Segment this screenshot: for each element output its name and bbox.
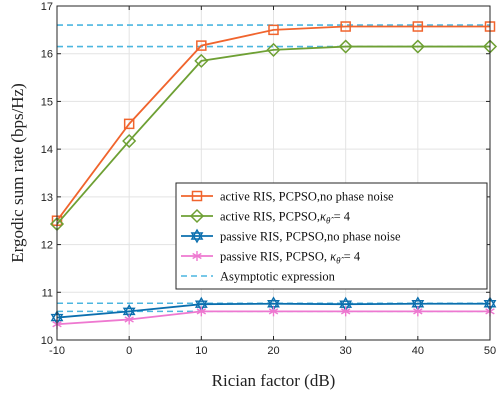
y-tick-label: 17 — [41, 1, 53, 13]
legend-label: active RIS, PCPSO,no phase noise — [220, 190, 394, 204]
data-point-square — [412, 21, 424, 32]
legend-entry: passive RIS, PCPSO, κθ̂ = 4 — [181, 250, 361, 266]
ticks: -10 0 10 20 30 40 50 10 11 12 13 14 15 16 17 — [41, 1, 496, 357]
y-tick-label: 15 — [41, 96, 53, 108]
series-line — [56, 302, 490, 319]
data-point-diamond — [338, 39, 353, 54]
y-tick-label: 13 — [41, 192, 53, 204]
legend-entry: active RIS, PCPSO,κθ̂ = 4 — [181, 208, 351, 226]
legend-label: passive RIS, PCPSO,no phase noise — [220, 230, 401, 244]
data-point-hexagram — [122, 303, 136, 319]
data-point-asterisk — [124, 314, 134, 325]
y-axis-title: Ergodic sum rate (bps/Hz) — [8, 83, 27, 263]
x-tick-label: -10 — [49, 345, 65, 357]
y-tick-label: 10 — [41, 335, 53, 347]
data-point-asterisk — [413, 306, 423, 317]
data-point-asterisk — [340, 306, 351, 317]
data-point-diamond — [266, 42, 281, 57]
data-point-asterisk — [196, 306, 207, 317]
x-axis-title: Rician factor (dB) — [212, 371, 336, 390]
data-point-asterisk — [268, 306, 279, 317]
series-group — [49, 21, 498, 330]
series-line — [56, 45, 490, 225]
x-tick-label: 40 — [412, 345, 424, 357]
data-point-diamond — [189, 208, 205, 224]
y-tick-label: 16 — [41, 49, 53, 61]
legend-entry: active RIS, PCPSO,no phase noise — [181, 190, 394, 204]
x-tick-label: 0 — [126, 345, 132, 357]
data-point-diamond — [122, 133, 137, 149]
data-point-square — [123, 118, 135, 130]
data-point-hexagram — [190, 228, 204, 244]
legend-box — [175, 182, 488, 290]
data-point-square — [196, 40, 207, 51]
legend-label: active RIS, PCPSO,κθ̂ = 4 — [220, 210, 351, 226]
series-line — [56, 25, 490, 222]
data-point-square — [268, 24, 279, 36]
legend: active RIS, PCPSO,no phase noise active R… — [175, 182, 488, 290]
y-tick-label: 11 — [42, 287, 53, 299]
x-tick-label: 10 — [195, 345, 207, 357]
data-point-diamond — [194, 53, 209, 68]
legend-entry: passive RIS, PCPSO,no phase noise — [181, 228, 401, 244]
x-tick-label: 50 — [484, 345, 496, 357]
legend-label: passive RIS, PCPSO, κθ̂ = 4 — [220, 250, 361, 266]
x-tick-label: 20 — [267, 345, 279, 357]
grid — [56, 5, 491, 341]
legend-entry: Asymptotic expression — [181, 270, 336, 284]
x-tick-label: 30 — [340, 345, 352, 357]
y-tick-label: 12 — [41, 240, 53, 252]
series — [51, 21, 496, 226]
y-tick-label: 14 — [41, 144, 53, 156]
data-point-square — [340, 21, 351, 32]
legend-label: Asymptotic expression — [220, 270, 336, 284]
data-point-asterisk — [192, 251, 202, 261]
data-point-diamond — [410, 39, 425, 54]
data-point-square — [191, 190, 203, 202]
